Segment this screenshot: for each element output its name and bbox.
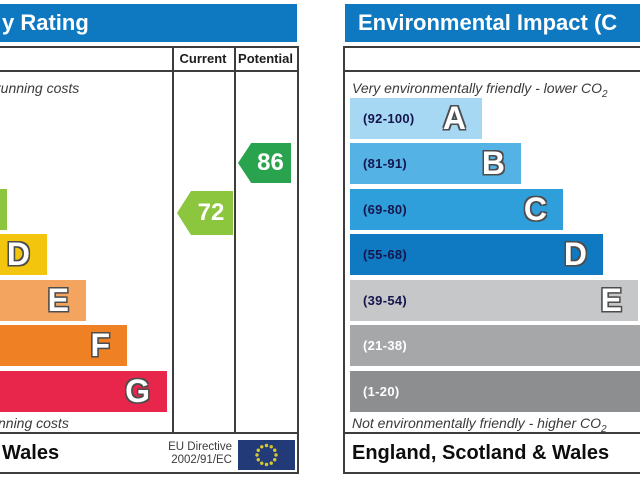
eu-directive-line1: EU Directive xyxy=(168,441,232,453)
environmental-impact-title: Environmental Impact (C xyxy=(358,10,618,35)
table-border xyxy=(343,46,640,48)
impact-band-e-range: (39-54) xyxy=(363,293,408,308)
energy-bottom-caption: nning costs xyxy=(0,415,69,431)
impact-band-a-range: (92-100) xyxy=(363,111,415,126)
energy-band-f-letter: F xyxy=(90,327,110,363)
energy-band-e: E xyxy=(0,280,86,321)
co2-subscript: 2 xyxy=(602,88,608,100)
table-border xyxy=(343,432,640,434)
table-border xyxy=(343,70,640,72)
environmental-impact-header-bar: Environmental Impact (C xyxy=(345,4,640,42)
impact-band-b: (81-91) B xyxy=(350,143,521,184)
energy-band-e-letter: E xyxy=(47,282,69,318)
energy-band-g-letter: G xyxy=(125,373,150,409)
impact-band-b-letter: B xyxy=(481,145,505,181)
environmental-top-caption: Very environmentally friendly - lower CO… xyxy=(352,80,608,100)
energy-rating-header-bar: y Rating xyxy=(0,4,297,42)
current-column-border xyxy=(172,46,174,434)
table-border xyxy=(0,432,299,434)
current-column-header: Current xyxy=(179,51,227,66)
energy-band-c xyxy=(0,189,7,230)
impact-band-d: (55-68) D xyxy=(350,234,603,275)
energy-top-caption: running costs xyxy=(0,80,80,96)
table-border xyxy=(0,46,299,48)
impact-band-a: (92-100) A xyxy=(350,98,482,139)
table-border xyxy=(343,46,345,474)
current-rating-value: 72 xyxy=(197,199,225,226)
current-rating-arrow: 72 xyxy=(177,191,233,235)
table-border xyxy=(0,70,299,72)
impact-band-d-range: (55-68) xyxy=(363,247,408,262)
impact-band-b-range: (81-91) xyxy=(363,156,408,171)
impact-band-d-letter: D xyxy=(563,236,587,272)
table-border xyxy=(297,46,299,474)
energy-band-d: D xyxy=(0,234,47,275)
potential-rating-arrow: 86 xyxy=(238,143,291,183)
impact-band-a-letter: A xyxy=(442,100,466,136)
co2-subscript: 2 xyxy=(601,423,607,435)
environmental-footer-region: England, Scotland & Wales xyxy=(352,442,610,464)
environmental-bottom-caption: Not environmentally friendly - higher CO… xyxy=(352,415,607,435)
impact-band-g-range: (1-20) xyxy=(363,384,400,399)
potential-rating-value: 86 xyxy=(257,149,284,176)
impact-band-c: (69-80) C xyxy=(350,189,563,230)
energy-band-g: G xyxy=(0,371,167,412)
energy-band-f: F xyxy=(0,325,127,366)
impact-band-g: (1-20) xyxy=(350,371,640,412)
eu-directive-line2: 2002/91/EC xyxy=(171,454,232,466)
potential-column-header: Potential xyxy=(238,51,293,66)
energy-band-d-letter: D xyxy=(6,236,30,272)
energy-footer-region: Wales xyxy=(2,442,60,464)
impact-band-c-range: (69-80) xyxy=(363,202,408,217)
table-border xyxy=(0,472,299,474)
eu-directive-label: EU Directive 2002/91/EC xyxy=(140,441,232,467)
potential-column-border xyxy=(234,46,236,434)
impact-band-e: (39-54) E xyxy=(350,280,638,321)
eu-flag-icon xyxy=(238,440,295,475)
energy-rating-title: y Rating xyxy=(2,10,89,35)
impact-band-c-letter: C xyxy=(523,191,547,227)
impact-band-e-letter: E xyxy=(600,282,622,318)
table-border xyxy=(343,472,640,474)
impact-band-f: (21-38) xyxy=(350,325,640,366)
impact-band-f-range: (21-38) xyxy=(363,338,408,353)
